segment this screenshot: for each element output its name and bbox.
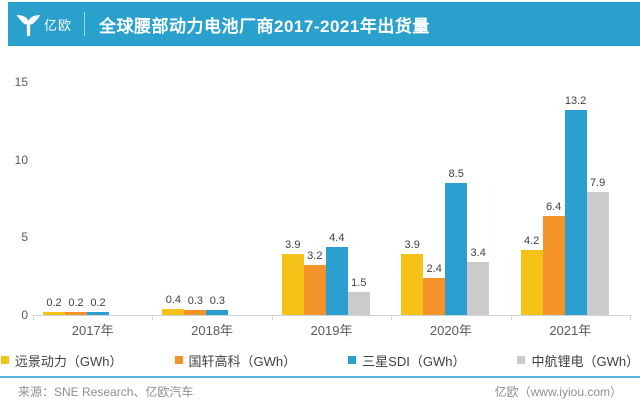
bar-value-label: 1.5 — [351, 276, 367, 289]
legend-item: 中航锂电（GWh） — [517, 351, 639, 370]
bar — [65, 311, 87, 315]
legend-item: 远景动力（GWh） — [0, 351, 123, 370]
legend-swatch — [0, 356, 9, 364]
bar-value-label: 3.9 — [285, 239, 301, 252]
x-axis-tick — [271, 315, 273, 320]
bar — [347, 291, 370, 315]
bar — [401, 254, 424, 315]
page-title: 全球腰部动力电池厂商2017-2021年出货量 — [99, 16, 430, 36]
bar — [542, 215, 565, 315]
bar-value-label: 0.2 — [46, 296, 62, 309]
bar — [87, 311, 109, 315]
legend-swatch — [517, 356, 526, 364]
x-axis-line — [33, 315, 630, 316]
bar-value-label: 3.2 — [307, 250, 323, 263]
legend-label: 国轩高科（GWh） — [188, 353, 297, 369]
bar-value-label: 0.3 — [187, 295, 204, 308]
yiou-logo-icon — [16, 12, 41, 37]
x-axis-tick — [510, 315, 512, 320]
x-axis-category-label: 2019年 — [310, 323, 353, 338]
bar — [586, 192, 609, 315]
x-axis-tick — [152, 315, 154, 320]
bar — [184, 310, 207, 315]
y-axis-tick-label: 15 — [14, 75, 28, 89]
header-bar: 亿欧 全球腰部动力电池厂商2017-2021年出货量 — [8, 2, 640, 46]
bar — [206, 310, 229, 315]
header-divider — [84, 12, 86, 36]
y-axis-tick-label: 10 — [14, 152, 28, 167]
x-axis-tick — [391, 315, 393, 320]
logo-text: 亿欧 — [44, 17, 73, 33]
legend-swatch — [348, 356, 357, 364]
bar-value-label: 3.9 — [404, 239, 420, 252]
bar — [325, 246, 348, 315]
bar-value-label: 8.5 — [448, 167, 464, 180]
legend-label: 三星SDI（GWh） — [362, 353, 466, 369]
logo: 亿欧 — [16, 12, 72, 37]
legend-label: 远景动力（GWh） — [14, 353, 123, 369]
bar-value-label: 0.3 — [209, 295, 226, 308]
x-axis-category-label: 2020年 — [429, 323, 472, 338]
footer-divider — [0, 376, 640, 378]
bar — [162, 308, 185, 315]
bar — [564, 109, 587, 315]
x-axis-tick — [33, 315, 34, 320]
x-axis-category-label: 2017年 — [71, 323, 114, 338]
chart-legend: 远景动力（GWh） 国轩高科（GWh） 三星SDI（GWh） 中航锂电（GWh） — [0, 351, 640, 369]
bar-value-label: 7.9 — [589, 177, 606, 190]
bar-value-label: 0.2 — [68, 296, 84, 309]
bar-value-label: 0.4 — [165, 293, 182, 306]
bar-value-label: 3.4 — [470, 247, 486, 260]
legend-item: 国轩高科（GWh） — [174, 351, 297, 370]
bar — [467, 262, 490, 315]
bar-value-label: 13.2 — [564, 94, 587, 107]
x-axis-category-label: 2021年 — [549, 323, 592, 338]
footer: 来源：SNE Research、亿欧汽车 亿欧（www.iyiou.com） — [0, 381, 640, 401]
bar-value-label: 4.4 — [329, 231, 345, 244]
bar-value-label: 2.4 — [426, 262, 442, 275]
x-axis-category-label: 2018年 — [191, 323, 234, 338]
bar-value-label: 4.2 — [523, 234, 540, 247]
legend-swatch — [174, 356, 183, 364]
bar-value-label: 0.2 — [90, 296, 106, 309]
source-text: 来源：SNE Research、亿欧汽车 — [18, 384, 194, 399]
x-axis-tick — [630, 315, 631, 320]
legend-item: 三星SDI（GWh） — [348, 351, 465, 370]
y-axis-tick-label: 0 — [21, 308, 28, 322]
bar — [520, 249, 543, 315]
bar — [281, 254, 304, 315]
bar — [303, 265, 326, 315]
bar — [423, 277, 446, 315]
bar — [445, 182, 468, 315]
legend-label: 中航锂电（GWh） — [531, 353, 640, 369]
bar — [43, 311, 65, 315]
site-credit-text: 亿欧（www.iyiou.com） — [494, 384, 622, 399]
y-axis-tick-label: 5 — [21, 230, 28, 245]
bar-value-label: 6.4 — [545, 200, 562, 213]
